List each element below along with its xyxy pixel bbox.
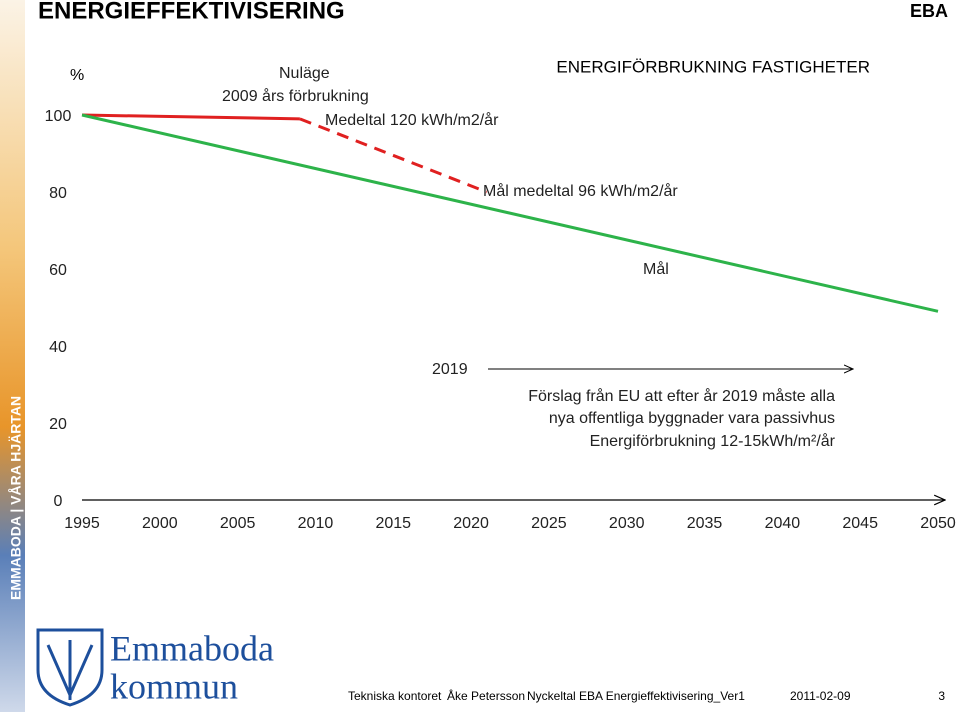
- y-tick-label: 0: [54, 493, 63, 510]
- y-tick-label: 80: [49, 185, 67, 202]
- y-tick-label: 100: [45, 108, 72, 125]
- y-tick-label: 60: [49, 262, 67, 279]
- annotation: 2019: [432, 361, 468, 378]
- y-tick-label: 20: [49, 416, 67, 433]
- side-band: [0, 0, 25, 712]
- chart-title: ENERGIFÖRBRUKNING FASTIGHETER: [556, 57, 870, 76]
- data-line: [299, 117, 488, 194]
- annotation: Mål medeltal 96 kWh/m2/år: [483, 182, 678, 200]
- x-tick-label: 2030: [609, 515, 645, 532]
- annotation: nya offentliga byggnader vara passivhus: [549, 410, 835, 427]
- footer-author: Åke Petersson: [447, 688, 525, 703]
- x-tick-label: 1995: [64, 515, 100, 532]
- data-line: [81, 113, 939, 313]
- x-tick-label: 2040: [765, 515, 801, 532]
- x-tick-label: 2005: [220, 515, 256, 532]
- logo: Emmaboda kommun: [36, 628, 274, 707]
- slogan: EMMABODA | VÅRA HJÄRTAN: [8, 396, 24, 600]
- annotation: Nuläge: [279, 65, 330, 82]
- footer-document: Nyckeltal EBA Energieffektivisering_Ver1: [527, 689, 745, 703]
- x-tick-label: 2010: [298, 515, 334, 532]
- annotation: Mål: [643, 260, 669, 278]
- annotation: Energiförbrukning 12-15kWh/m²/år: [590, 432, 836, 450]
- header-tag: EBA: [910, 1, 948, 21]
- annotation: 2009 års förbrukning: [222, 87, 369, 105]
- x-tick-label: 2000: [142, 515, 178, 532]
- x-tick-label: 2045: [842, 515, 878, 532]
- data-line: [81, 113, 300, 121]
- y-unit: %: [70, 67, 84, 84]
- x-tick-label: 2025: [531, 515, 567, 532]
- footer-page: 3: [938, 689, 945, 703]
- logo-line1: Emmaboda: [110, 628, 274, 668]
- annotation: Förslag från EU att efter år 2019 måste …: [528, 387, 835, 405]
- logo-line2: kommun: [110, 666, 238, 706]
- x-tick-label: 2035: [687, 515, 723, 532]
- footer-department: Tekniska kontoret: [348, 689, 442, 703]
- x-tick-label: 2015: [375, 515, 411, 532]
- x-tick-label: 2020: [453, 515, 489, 532]
- footer-date: 2011-02-09: [790, 689, 851, 703]
- y-tick-label: 40: [49, 339, 67, 356]
- x-tick-label: 2050: [920, 515, 956, 532]
- header-title: ENERGIEFFEKTIVISERING: [38, 0, 345, 24]
- annotation: Medeltal 120 kWh/m2/år: [325, 111, 499, 129]
- logo-figure: [46, 640, 94, 700]
